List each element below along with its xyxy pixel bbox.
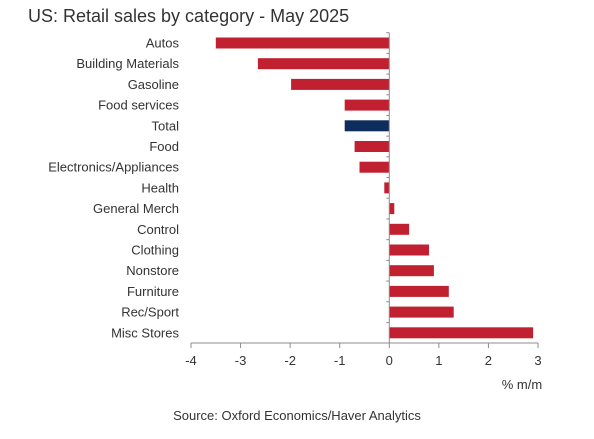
bar-control: [389, 223, 410, 235]
category-label: Total: [152, 118, 180, 133]
category-label: Control: [137, 222, 179, 237]
category-label: Gasoline: [128, 77, 179, 92]
category-label: Nonstore: [126, 263, 179, 278]
category-label: Autos: [146, 36, 180, 51]
bar-general-merch: [389, 203, 395, 215]
x-tick-label: 2: [485, 353, 492, 368]
chart-title: US: Retail sales by category - May 2025: [28, 6, 350, 26]
x-tick-label: 1: [435, 353, 442, 368]
bar-furniture: [389, 285, 449, 297]
bar-clothing: [389, 244, 429, 256]
bar-misc-stores: [389, 327, 534, 339]
bar-gasoline: [291, 78, 390, 90]
x-tick-label: -2: [284, 353, 296, 368]
category-label: Furniture: [127, 284, 179, 299]
bar-electronics-appliances: [359, 161, 390, 173]
bar-food: [354, 141, 390, 152]
category-label: Building Materials: [76, 56, 179, 71]
x-tick-label: -4: [185, 353, 197, 368]
category-labels: Autos Building Materials Gasoline Food serv…: [48, 36, 179, 341]
bar-food-services: [344, 99, 390, 111]
category-label: General Merch: [93, 201, 179, 216]
x-tick-label: 3: [534, 353, 541, 368]
bar-rec-sport: [389, 306, 454, 318]
x-tick-label: -3: [235, 353, 247, 368]
source-note: Source: Oxford Economics/Haver Analytics: [173, 408, 421, 423]
bar-health: [384, 182, 390, 194]
category-label: Food: [149, 139, 179, 154]
category-label: Misc Stores: [111, 325, 179, 340]
x-axis: -4 -3 -2 -1 0 1 2 3: [185, 32, 542, 368]
x-tick-label: -1: [334, 353, 346, 368]
category-label: Health: [141, 180, 179, 195]
category-label: Food services: [98, 98, 179, 113]
bars-layer: [215, 37, 534, 339]
bar-total: [344, 120, 390, 132]
x-tick-label: 0: [386, 353, 393, 368]
x-axis-label: % m/m: [502, 377, 542, 392]
bar-nonstore: [389, 265, 434, 277]
bar-autos: [215, 37, 390, 49]
category-label: Rec/Sport: [121, 305, 179, 320]
bar-building-materials: [257, 58, 390, 70]
category-label: Electronics/Appliances: [48, 160, 179, 175]
category-label: Clothing: [131, 243, 179, 258]
